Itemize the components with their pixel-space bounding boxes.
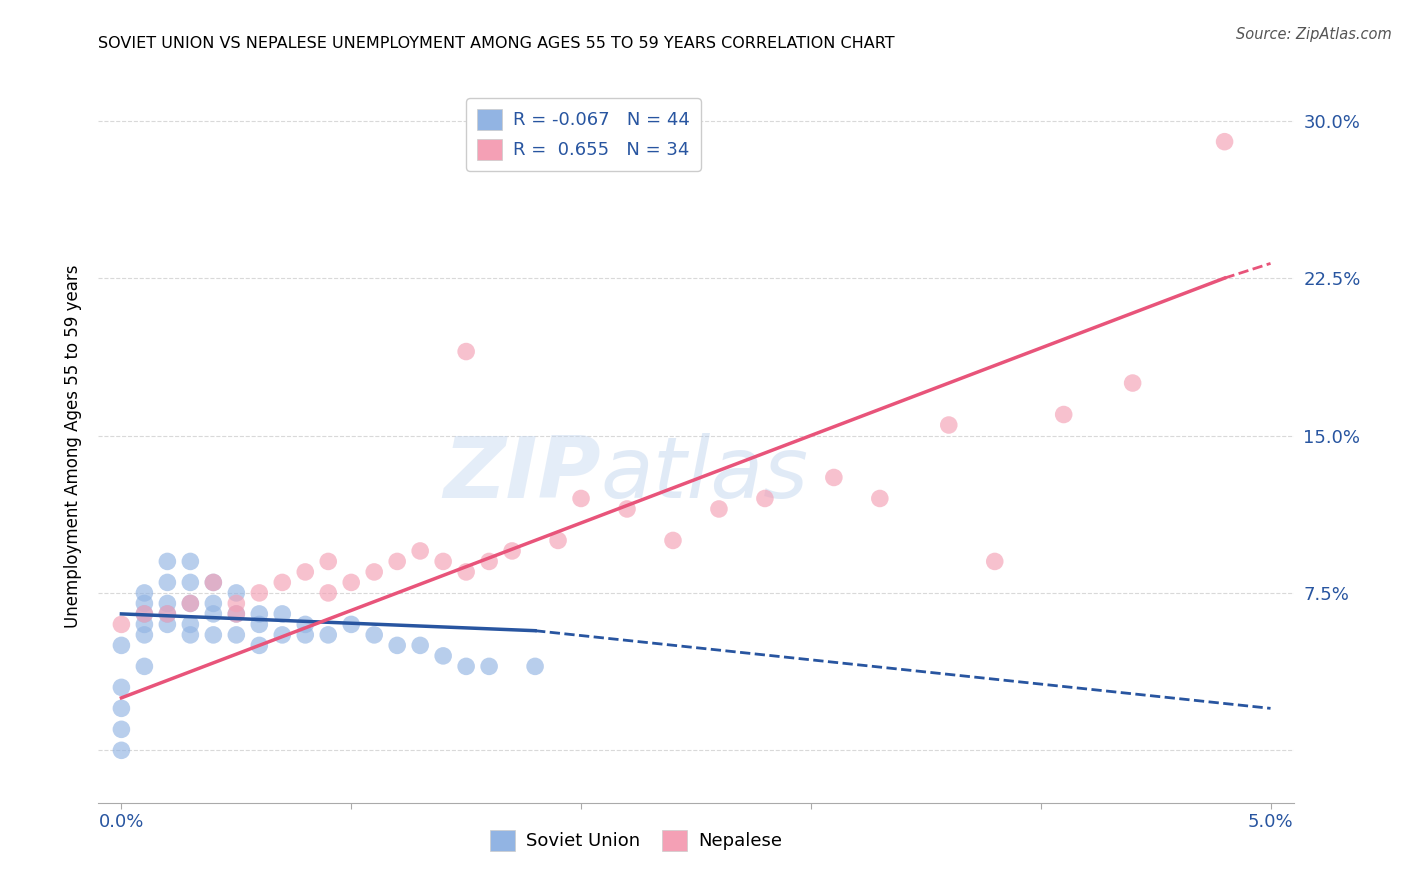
- Point: [456, 565, 478, 579]
- Point: [179, 596, 201, 610]
- Text: SOVIET UNION VS NEPALESE UNEMPLOYMENT AMONG AGES 55 TO 59 YEARS CORRELATION CHAR: SOVIET UNION VS NEPALESE UNEMPLOYMENT AM…: [98, 36, 896, 51]
- Point: [110, 743, 132, 757]
- Point: [179, 628, 201, 642]
- Text: Source: ZipAtlas.com: Source: ZipAtlas.com: [1236, 27, 1392, 42]
- Point: [156, 607, 179, 621]
- Point: [316, 628, 339, 642]
- Point: [134, 617, 156, 632]
- Point: [501, 544, 523, 558]
- Point: [156, 607, 179, 621]
- Point: [225, 607, 247, 621]
- Point: [983, 554, 1005, 568]
- Point: [247, 617, 270, 632]
- Text: ZIP: ZIP: [443, 433, 600, 516]
- Point: [823, 470, 845, 484]
- Point: [363, 628, 385, 642]
- Point: [1213, 135, 1236, 149]
- Point: [478, 659, 501, 673]
- Point: [478, 554, 501, 568]
- Point: [456, 344, 478, 359]
- Point: [340, 575, 363, 590]
- Text: atlas: atlas: [600, 433, 808, 516]
- Point: [179, 554, 201, 568]
- Point: [616, 502, 638, 516]
- Point: [110, 617, 132, 632]
- Point: [156, 575, 179, 590]
- Point: [110, 723, 132, 737]
- Point: [316, 586, 339, 600]
- Point: [134, 628, 156, 642]
- Point: [363, 565, 385, 579]
- Point: [225, 586, 247, 600]
- Point: [156, 596, 179, 610]
- Point: [134, 596, 156, 610]
- Point: [202, 607, 225, 621]
- Point: [754, 491, 776, 506]
- Point: [938, 417, 960, 432]
- Point: [179, 596, 201, 610]
- Point: [1053, 408, 1076, 422]
- Point: [707, 502, 730, 516]
- Point: [316, 554, 339, 568]
- Point: [1122, 376, 1144, 390]
- Point: [432, 554, 454, 568]
- Point: [179, 617, 201, 632]
- Point: [340, 617, 363, 632]
- Legend: Soviet Union, Nepalese: Soviet Union, Nepalese: [484, 822, 789, 858]
- Point: [179, 575, 201, 590]
- Point: [294, 565, 316, 579]
- Point: [271, 575, 294, 590]
- Point: [134, 659, 156, 673]
- Point: [247, 607, 270, 621]
- Point: [225, 628, 247, 642]
- Point: [110, 701, 132, 715]
- Point: [247, 586, 270, 600]
- Point: [202, 628, 225, 642]
- Point: [134, 586, 156, 600]
- Point: [385, 639, 408, 653]
- Point: [134, 607, 156, 621]
- Y-axis label: Unemployment Among Ages 55 to 59 years: Unemployment Among Ages 55 to 59 years: [63, 264, 82, 628]
- Point: [409, 544, 432, 558]
- Point: [547, 533, 569, 548]
- Point: [225, 607, 247, 621]
- Point: [662, 533, 685, 548]
- Point: [294, 617, 316, 632]
- Point: [385, 554, 408, 568]
- Point: [294, 628, 316, 642]
- Point: [456, 659, 478, 673]
- Point: [225, 596, 247, 610]
- Point: [134, 607, 156, 621]
- Point: [409, 639, 432, 653]
- Point: [156, 554, 179, 568]
- Point: [524, 659, 547, 673]
- Point: [110, 681, 132, 695]
- Point: [202, 596, 225, 610]
- Point: [156, 617, 179, 632]
- Point: [202, 575, 225, 590]
- Point: [869, 491, 891, 506]
- Point: [569, 491, 592, 506]
- Point: [110, 639, 132, 653]
- Point: [432, 648, 454, 663]
- Point: [202, 575, 225, 590]
- Point: [271, 628, 294, 642]
- Point: [247, 639, 270, 653]
- Point: [271, 607, 294, 621]
